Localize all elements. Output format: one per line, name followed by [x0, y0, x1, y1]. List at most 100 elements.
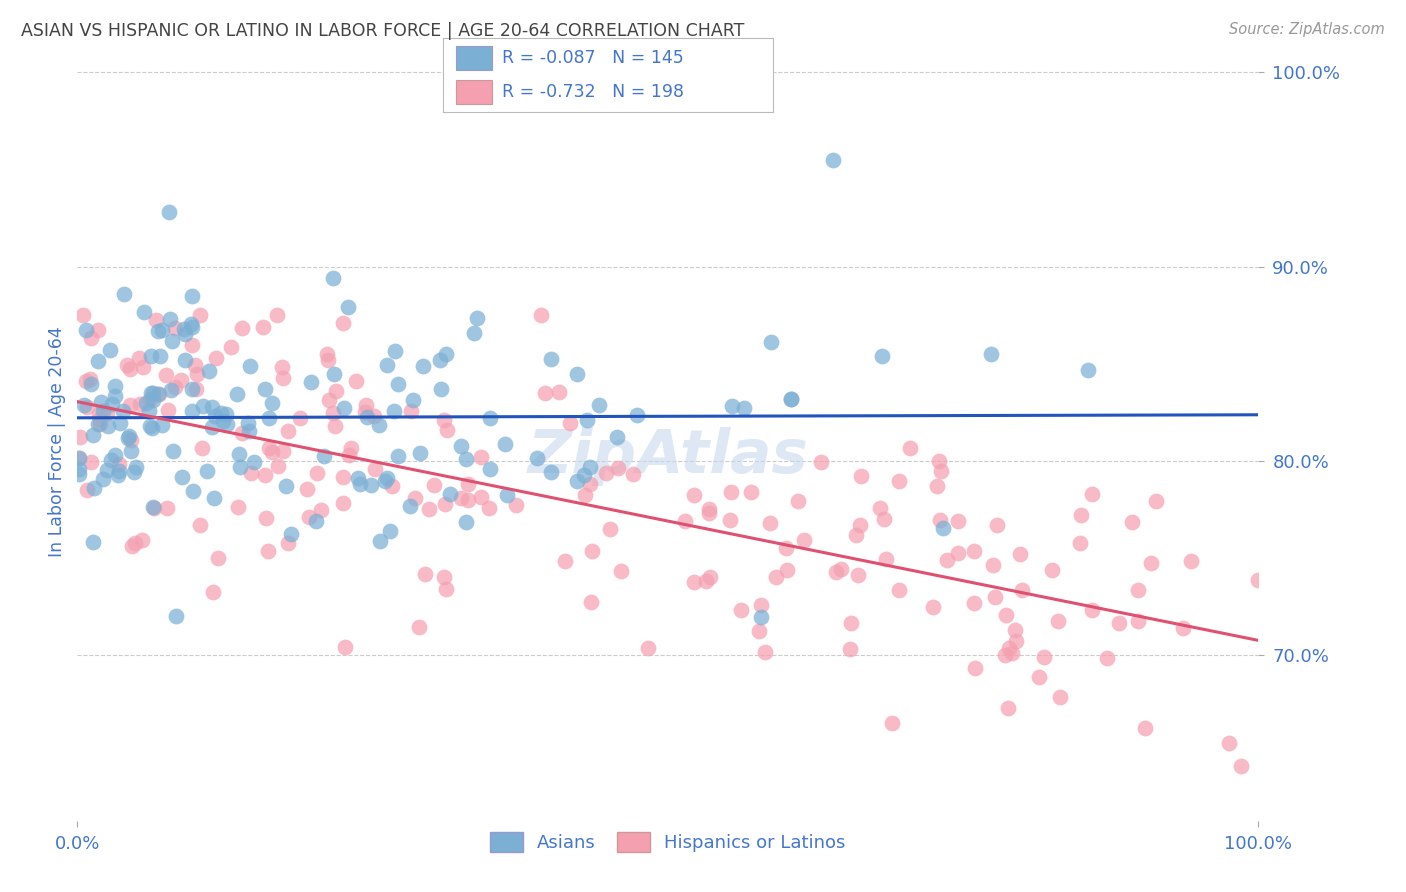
Point: [1229, 759, 1251, 773]
Point: [80, 376, 103, 391]
Point: [526, 450, 548, 465]
Point: [201, 419, 224, 434]
Point: [254, 382, 277, 396]
Point: [257, 411, 280, 425]
Point: [209, 406, 232, 420]
Point: [1047, 614, 1070, 628]
Point: [108, 458, 131, 472]
Point: [997, 701, 1019, 715]
Point: [191, 441, 214, 455]
Point: [243, 455, 266, 469]
Point: [256, 511, 278, 525]
Point: [478, 410, 501, 425]
Point: [339, 448, 361, 462]
Text: ASIAN VS HISPANIC OR LATINO IN LABOR FORCE | AGE 20-64 CORRELATION CHART: ASIAN VS HISPANIC OR LATINO IN LABOR FOR…: [21, 22, 744, 40]
Point: [946, 546, 969, 560]
Point: [404, 491, 426, 505]
Point: [150, 417, 173, 432]
Point: [195, 464, 218, 478]
Point: [1247, 573, 1270, 587]
Point: [280, 526, 302, 541]
Point: [354, 398, 377, 412]
Point: [228, 447, 250, 461]
Point: [579, 459, 602, 474]
Point: [463, 326, 485, 340]
Bar: [456, 80, 492, 104]
Text: R = -0.087   N = 145: R = -0.087 N = 145: [502, 49, 685, 67]
Point: [89, 417, 111, 432]
Point: [240, 467, 263, 481]
Point: [221, 340, 243, 354]
Point: [83, 481, 105, 495]
Point: [439, 487, 461, 501]
Point: [67, 450, 90, 465]
Point: [75, 374, 97, 388]
Point: [846, 568, 869, 582]
Point: [1032, 650, 1054, 665]
Point: [849, 518, 872, 533]
Point: [107, 467, 129, 482]
Point: [76, 400, 98, 414]
Point: [184, 382, 207, 396]
Point: [215, 407, 238, 421]
Point: [188, 308, 211, 322]
Point: [381, 479, 404, 493]
Point: [363, 409, 385, 423]
Point: [851, 469, 873, 483]
Point: [457, 492, 479, 507]
Point: [430, 382, 453, 396]
Text: Source: ZipAtlas.com: Source: ZipAtlas.com: [1229, 22, 1385, 37]
Point: [322, 271, 344, 285]
Point: [211, 414, 233, 428]
Point: [165, 609, 187, 624]
Point: [456, 451, 478, 466]
Point: [986, 518, 1008, 533]
Point: [120, 443, 142, 458]
Point: [207, 551, 229, 566]
Point: [337, 300, 360, 314]
Point: [104, 389, 127, 403]
Point: [946, 514, 969, 528]
Point: [298, 510, 321, 524]
Point: [138, 392, 160, 406]
Point: [274, 478, 297, 492]
Point: [231, 425, 253, 440]
Point: [1133, 721, 1156, 735]
Legend: Asians, Hispanics or Latinos: Asians, Hispanics or Latinos: [481, 823, 855, 861]
Point: [418, 501, 440, 516]
Point: [236, 416, 259, 430]
Point: [450, 491, 472, 505]
Point: [108, 416, 131, 430]
Point: [994, 648, 1017, 662]
Point: [384, 404, 406, 418]
Point: [96, 463, 118, 477]
Point: [97, 419, 120, 434]
Point: [226, 500, 249, 514]
Point: [530, 308, 553, 322]
Point: [387, 449, 409, 463]
Point: [91, 472, 114, 486]
Point: [963, 661, 986, 675]
Point: [333, 640, 356, 654]
Point: [697, 501, 720, 516]
Point: [496, 488, 519, 502]
Point: [540, 352, 562, 367]
Point: [839, 616, 862, 631]
Point: [67, 450, 90, 465]
Point: [434, 582, 457, 597]
Point: [1140, 556, 1163, 570]
Point: [787, 493, 810, 508]
Point: [995, 607, 1018, 622]
Point: [922, 600, 945, 615]
Point: [456, 515, 478, 529]
Point: [433, 413, 456, 427]
Point: [69, 430, 91, 444]
Point: [450, 439, 472, 453]
Point: [239, 359, 262, 373]
Point: [534, 386, 557, 401]
Point: [332, 401, 354, 416]
Point: [89, 411, 111, 425]
Point: [780, 392, 803, 406]
Point: [101, 397, 124, 411]
Point: [775, 541, 797, 555]
